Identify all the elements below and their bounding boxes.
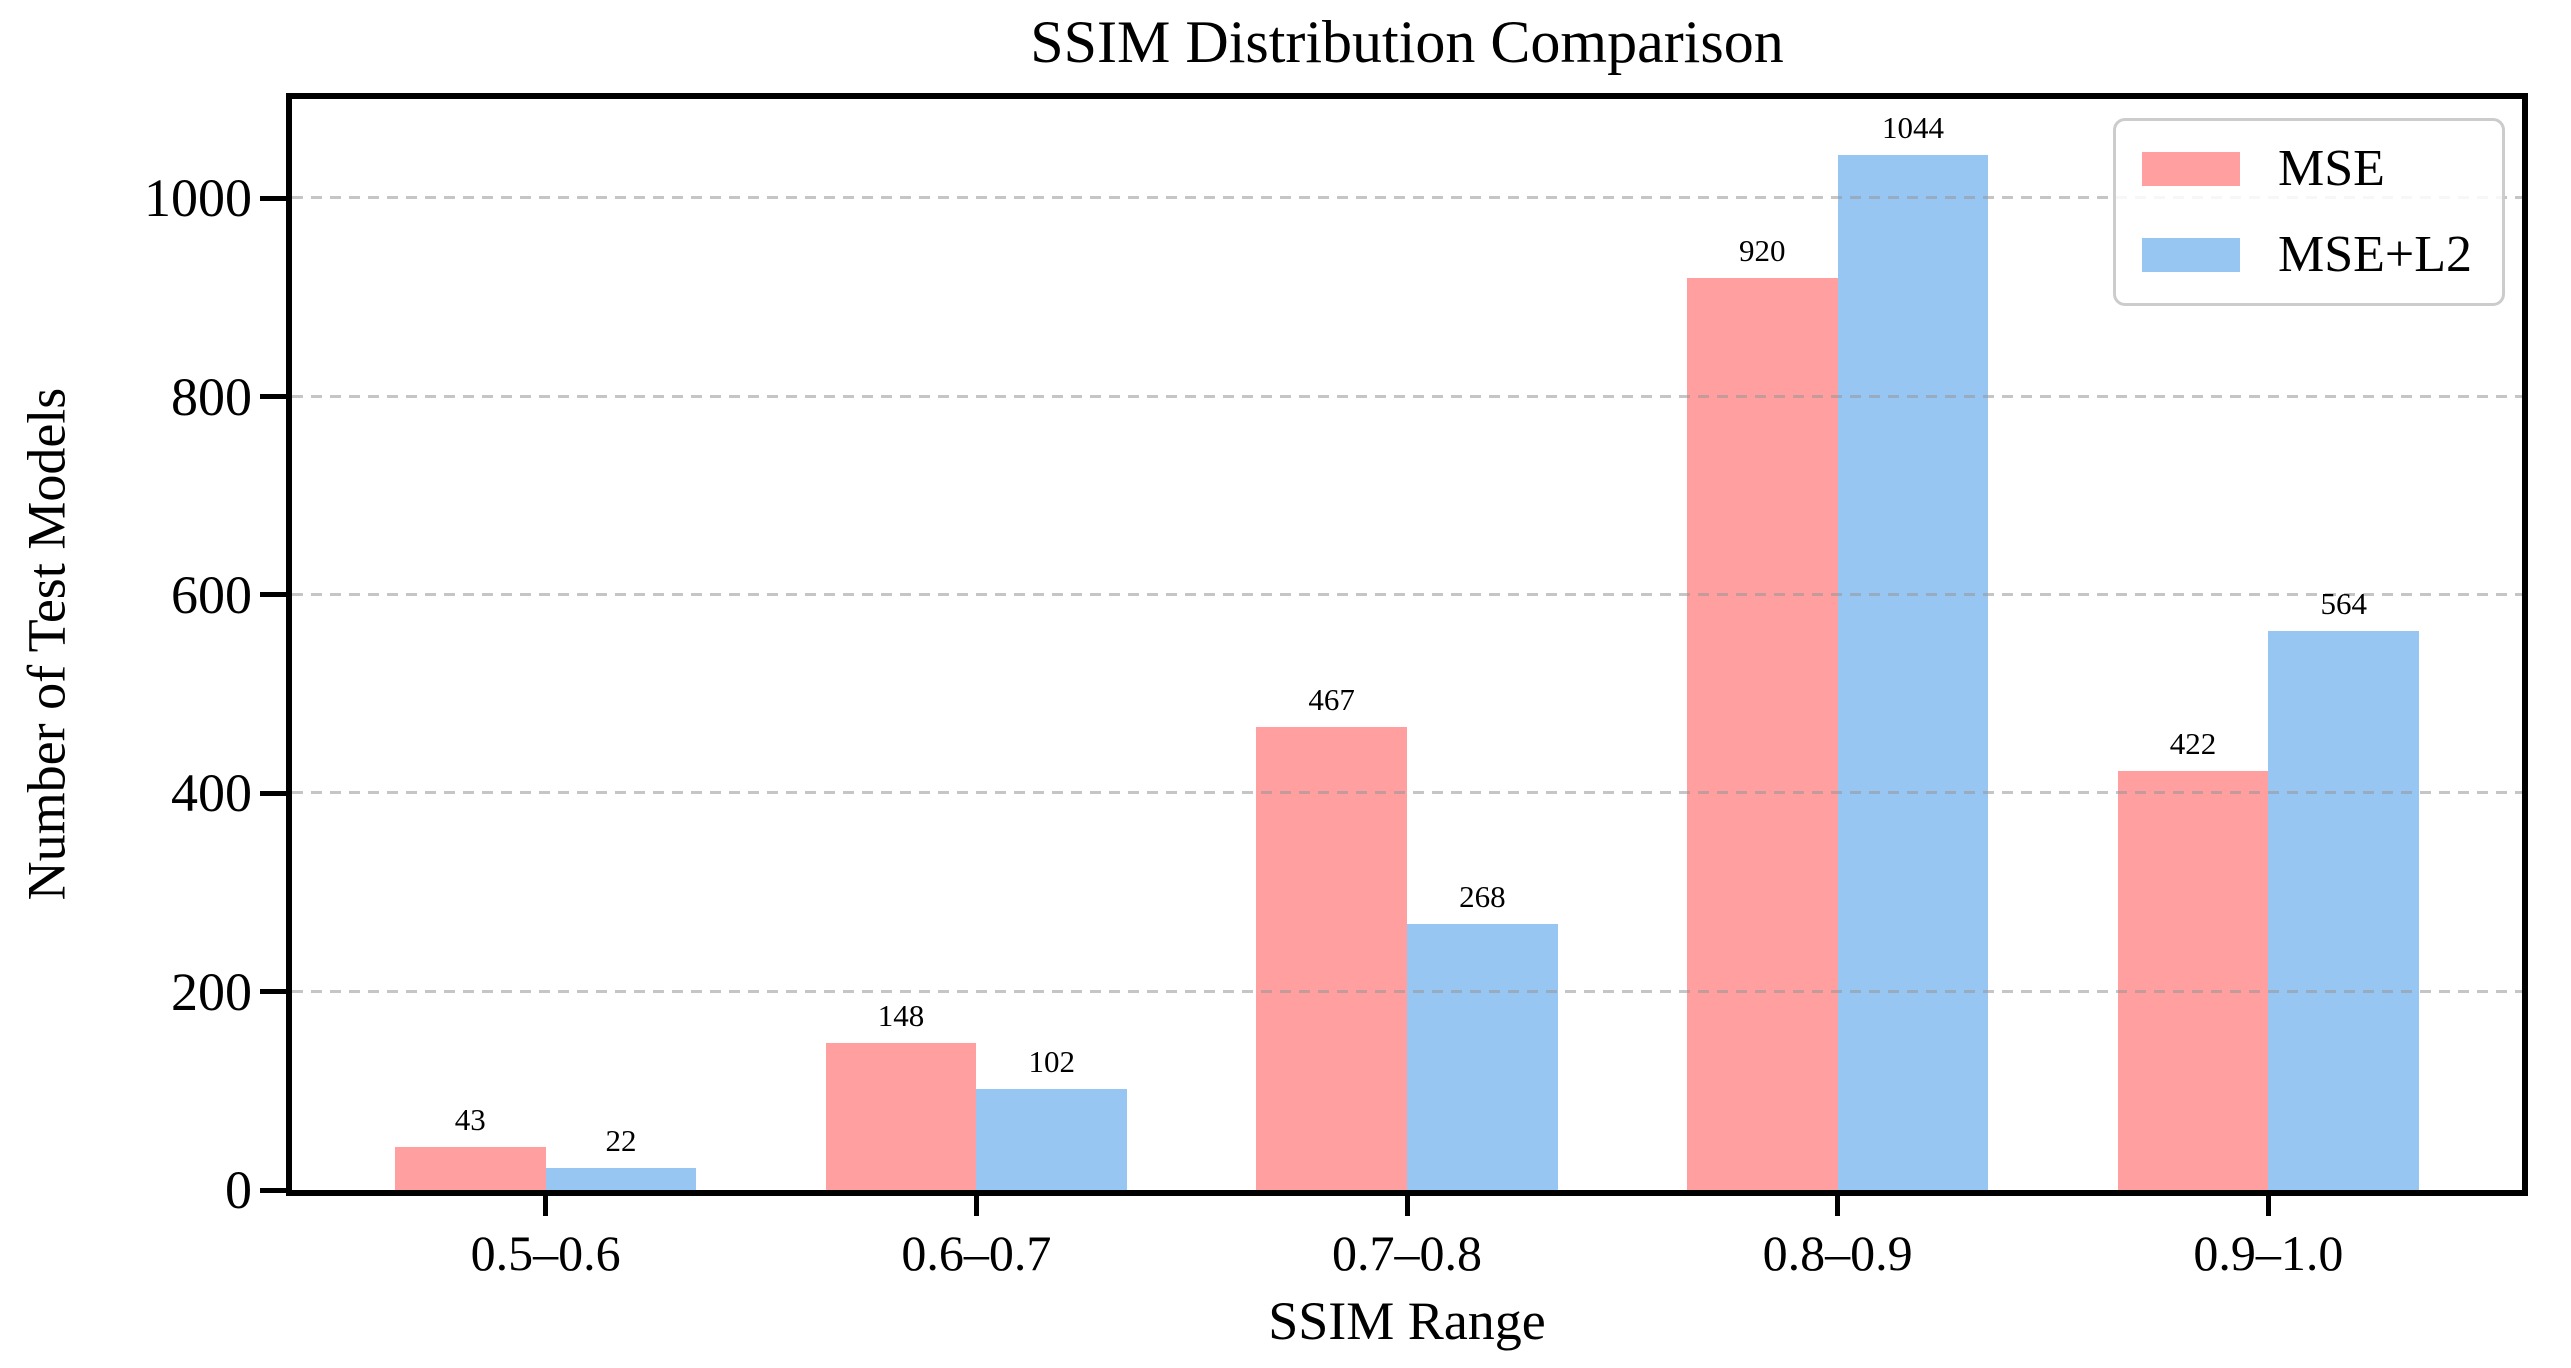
bar-msel2-0 [545,1168,697,1190]
x-tick-label-4: 0.9–1.0 [2193,1225,2344,1281]
y-tick-label-200: 200 [171,961,252,1022]
x-tick-mark-4 [2265,1196,2271,1216]
bar-mse-2 [1256,726,1407,1190]
y-axis-label: Number of Test Models [16,387,77,901]
bar-value-label-mse-4: 422 [2169,726,2217,762]
x-tick-mark-3 [1835,1196,1841,1216]
legend-swatch-mse [2141,152,2240,186]
legend-label-0: MSE [2277,140,2385,197]
y-tick-label-600: 600 [171,564,252,625]
y-tick-mark-1000 [260,195,286,201]
x-tick-mark-0 [543,1196,549,1216]
x-tick-mark-1 [973,1196,979,1216]
legend-label-1: MSE+L2 [2277,226,2472,283]
bar-value-label-msel2-4: 564 [2320,585,2367,621]
bar-mse-3 [1686,277,1838,1190]
y-tick-mark-600 [260,592,286,598]
bar-msel2-3 [1837,154,1989,1190]
x-axis-label: SSIM Range [1268,1291,1546,1351]
bar-msel2-4 [2268,630,2420,1190]
chart-title: SSIM Distribution Comparison [1030,9,1784,75]
gridline-y-600 [292,592,2522,596]
bar-value-label-mse-2: 467 [1308,681,1355,717]
y-tick-mark-400 [260,790,286,796]
bar-mse-1 [825,1043,977,1190]
x-tick-label-0: 0.5–0.6 [470,1225,621,1281]
bar-value-label-msel2-2: 268 [1459,879,1506,915]
gridline-y-800 [292,394,2522,398]
bar-value-label-msel2-1: 102 [1028,1043,1075,1079]
legend-row-0: MSE [2141,140,2472,197]
bar-value-label-mse-1: 148 [877,998,925,1034]
y-tick-label-800: 800 [171,366,252,427]
x-tick-label-1: 0.6–0.7 [901,1225,1052,1281]
legend-row-1: MSE+L2 [2141,226,2472,283]
y-tick-mark-200 [260,989,286,995]
bar-value-label-mse-0: 43 [454,1102,486,1138]
bar-value-label-mse-3: 920 [1739,232,1786,268]
bar-mse-0 [394,1147,546,1190]
x-tick-label-3: 0.8–0.9 [1762,1225,1913,1281]
y-tick-label-400: 400 [171,763,252,824]
bar-value-label-msel2-3: 1044 [1882,109,1945,145]
bar-value-label-msel2-0: 22 [605,1123,637,1159]
bar-msel2-1 [976,1088,1128,1190]
x-tick-label-2: 0.7–0.8 [1332,1225,1482,1281]
plot-area: 43 22 148 102 467 268 920 1044 422 564 MSE MSE+L2 [286,93,2528,1196]
y-tick-label-0: 0 [225,1160,252,1220]
legend-swatch-msel2 [2141,238,2240,272]
y-tick-label-1000: 1000 [144,168,252,229]
y-tick-mark-0 [260,1187,286,1193]
legend: MSE MSE+L2 [2112,118,2505,306]
bar-msel2-2 [1407,924,1558,1190]
y-tick-mark-800 [260,394,286,400]
x-tick-mark-2 [1404,1196,1410,1216]
bar-mse-4 [2117,771,2269,1190]
